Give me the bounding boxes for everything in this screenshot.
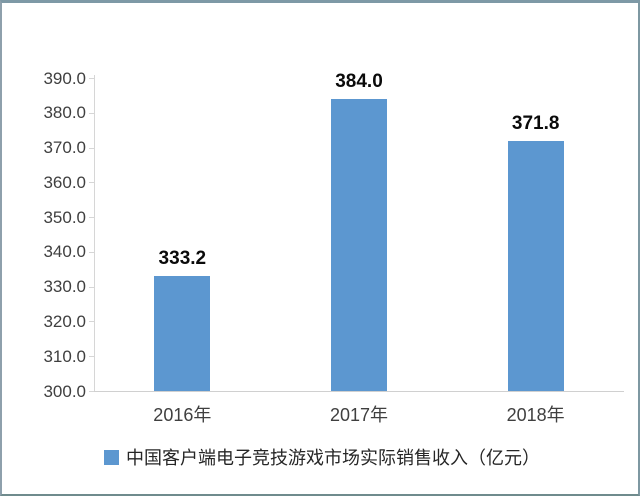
y-tick-label: 370.0: [43, 138, 86, 158]
y-axis-tick: [89, 113, 94, 114]
legend-label: 中国客户端电子竞技游戏市场实际销售收入（亿元）: [126, 448, 540, 468]
legend: 中国客户端电子竞技游戏市场实际销售收入（亿元）: [2, 444, 638, 470]
y-tick-label: 320.0: [43, 311, 86, 331]
x-axis-line: [94, 391, 624, 392]
y-axis-tick: [89, 148, 94, 149]
bar: [154, 276, 210, 391]
x-category-label: 2016年: [153, 405, 212, 425]
y-tick-label: 300.0: [43, 381, 86, 401]
x-category-label: 2018年: [506, 405, 565, 425]
y-tick-label: 310.0: [43, 346, 86, 366]
y-axis-tick: [89, 78, 94, 79]
y-axis-tick: [89, 391, 94, 392]
legend-swatch-icon: [104, 449, 119, 465]
y-tick-label: 330.0: [43, 277, 86, 297]
y-axis-tick: [89, 321, 94, 322]
bar: [508, 141, 564, 391]
y-tick-label: 360.0: [43, 172, 86, 192]
bar-value-label: 371.8: [511, 113, 560, 134]
y-axis-tick: [89, 356, 94, 357]
y-axis-tick: [89, 287, 94, 288]
bar-value-label: 333.2: [158, 248, 207, 269]
bar: [331, 99, 387, 391]
y-axis-tick: [89, 182, 94, 183]
y-axis-tick: [89, 217, 94, 218]
bar-value-label: 384.0: [335, 71, 383, 92]
y-tick-label: 380.0: [43, 103, 86, 123]
y-tick-label: 350.0: [43, 207, 86, 227]
y-axis-line: [94, 75, 95, 392]
y-tick-label: 390.0: [43, 68, 86, 88]
plot-area: 300.0 310.0 320.0 330.0 340.0 350.0 360.0 370.0…: [2, 3, 638, 494]
y-axis-tick: [89, 252, 94, 253]
y-tick-label: 340.0: [43, 242, 86, 262]
x-category-label: 2017年: [329, 405, 389, 425]
